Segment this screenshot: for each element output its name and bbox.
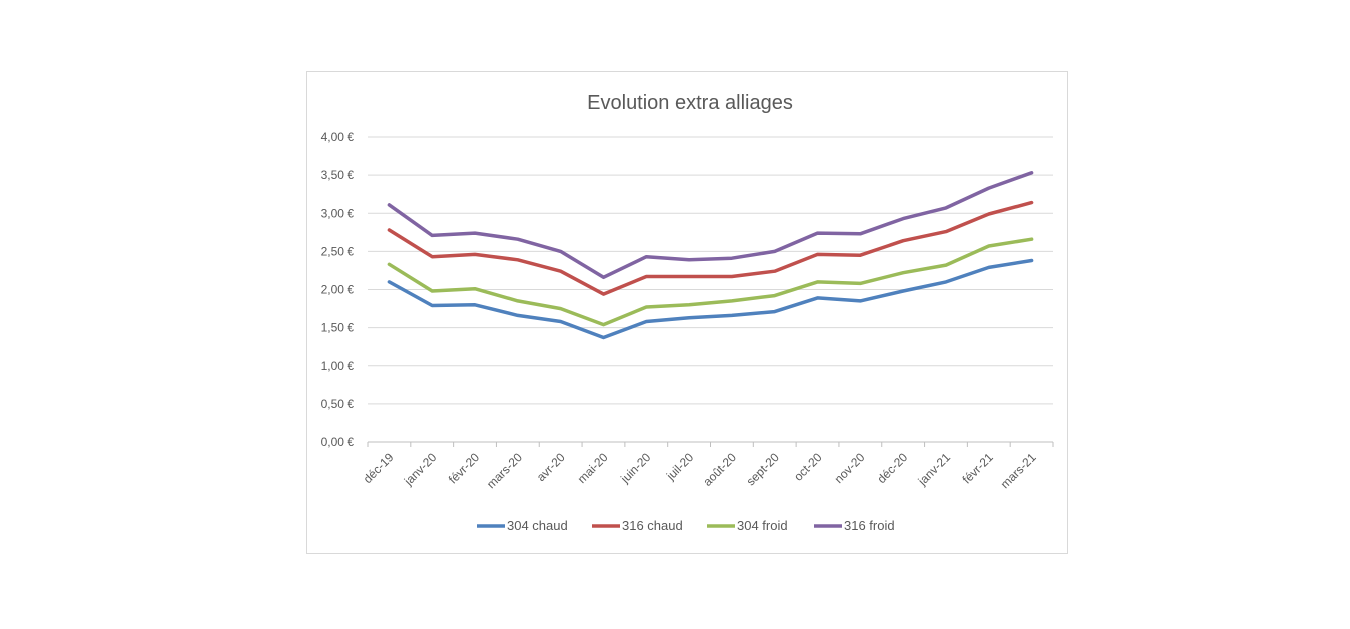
- x-tick-label: mars-21: [998, 450, 1039, 491]
- y-tick-label: 3,00 €: [321, 206, 355, 220]
- series-line-316-froid: [387, 171, 1034, 280]
- x-tick-label: janv-21: [915, 450, 954, 489]
- x-tick-label: août-20: [700, 450, 739, 489]
- x-tick-label: avr-20: [534, 450, 568, 484]
- y-tick-label: 1,00 €: [321, 359, 355, 373]
- y-tick-label: 0,50 €: [321, 397, 355, 411]
- legend-label: 304 chaud: [507, 518, 568, 533]
- x-tick-label: févr-21: [960, 450, 997, 487]
- line-chart: Evolution extra alliages 0,00 € 0,50 € 1,0…: [321, 92, 1054, 533]
- x-tick-label: déc-19: [361, 450, 397, 486]
- x-tick-label: juil-20: [663, 450, 696, 483]
- y-tick-label: 2,50 €: [321, 244, 355, 258]
- chart-title: Evolution extra alliages: [587, 92, 793, 114]
- x-tick-label: févr-20: [446, 450, 483, 487]
- y-tick-label: 0,00 €: [321, 435, 355, 449]
- x-tick-label: mai-20: [575, 450, 611, 486]
- x-tick-label: déc-20: [874, 450, 910, 486]
- series-line-304-chaud: [387, 258, 1034, 340]
- legend-label: 316 chaud: [622, 518, 683, 533]
- legend-label: 304 froid: [737, 518, 788, 533]
- y-tick-label: 4,00 €: [321, 130, 355, 144]
- x-tick-label: nov-20: [832, 450, 868, 486]
- y-tick-label: 3,50 €: [321, 168, 355, 182]
- x-tick-label: oct-20: [791, 450, 825, 484]
- x-tick-label: sept-20: [744, 450, 782, 488]
- series-line-304-froid: [387, 237, 1034, 327]
- legend-label: 316 froid: [844, 518, 895, 533]
- x-tick-label: mars-20: [484, 450, 525, 491]
- y-tick-label: 1,50 €: [321, 321, 355, 335]
- chart-frame: Evolution extra alliages 0,00 € 0,50 € 1,0…: [306, 71, 1068, 554]
- series-line-316-chaud: [387, 200, 1034, 296]
- x-tick-label: juin-20: [617, 450, 653, 486]
- x-tick-label: janv-20: [401, 450, 440, 489]
- y-tick-label: 2,00 €: [321, 283, 355, 297]
